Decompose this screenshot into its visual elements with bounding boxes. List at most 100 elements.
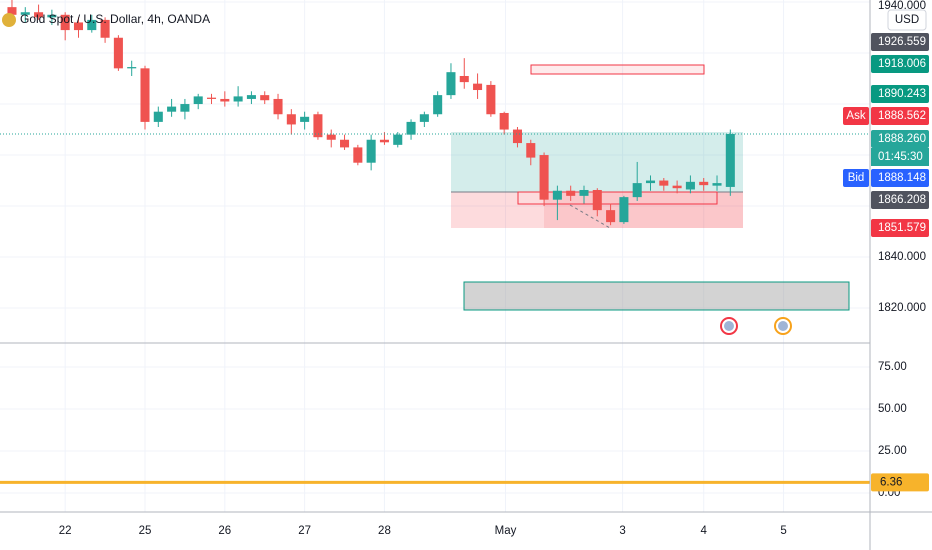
price-marker-label: 1888.148 <box>878 172 926 184</box>
price-marker-label: 1890.243 <box>878 88 926 100</box>
price-marker-label: 1918.006 <box>878 58 926 70</box>
candle-body <box>153 111 163 122</box>
candle-body <box>34 12 44 18</box>
candle-body <box>433 95 443 115</box>
candle-body <box>87 19 97 31</box>
candle-body <box>273 98 283 115</box>
candle-body <box>326 134 336 140</box>
candle-body <box>712 183 722 186</box>
candle-body <box>499 112 509 130</box>
countdown-bg <box>871 148 929 166</box>
candle-body <box>486 84 496 115</box>
price-marker <box>871 169 929 187</box>
candle-body <box>592 189 602 211</box>
event-icon <box>720 317 738 335</box>
candle-body <box>406 121 416 135</box>
candle-body <box>539 155 549 200</box>
candle-body <box>579 189 589 196</box>
candle-body <box>446 72 456 96</box>
candle-body <box>512 129 522 144</box>
candle-body <box>725 133 735 187</box>
candle-body <box>140 68 150 122</box>
candle-body <box>393 134 403 145</box>
x-tick-label: 5 <box>780 525 786 537</box>
price-marker <box>871 85 929 103</box>
currency: USD <box>895 14 919 26</box>
price-tag-label: Bid <box>848 172 865 184</box>
price-marker-label: 1926.559 <box>878 36 926 48</box>
candle-body <box>606 210 616 223</box>
price-marker-label: 1888.260 <box>878 133 926 145</box>
price-marker <box>871 55 929 73</box>
candle-body <box>473 83 483 91</box>
y-tick-label: 1940.000 <box>878 0 926 12</box>
y-tick-label: 50.00 <box>878 403 907 415</box>
y-tick-label: 1820.000 <box>878 302 926 314</box>
candle-body <box>246 95 256 99</box>
candle-body <box>419 114 429 122</box>
candle-body <box>73 22 84 31</box>
candle-body <box>645 180 656 184</box>
candle-body <box>220 98 230 102</box>
candle-body <box>233 96 243 102</box>
candle-body <box>206 97 217 99</box>
candle-body <box>632 183 642 198</box>
candle-body <box>260 95 270 101</box>
x-tick-label: 27 <box>298 525 311 537</box>
candle-body <box>685 181 695 190</box>
event-icon <box>774 317 792 335</box>
candle-body <box>699 181 709 186</box>
candle-body <box>20 12 30 15</box>
symbol-icon <box>2 13 16 27</box>
price-tag <box>843 107 869 125</box>
candle-body <box>60 14 70 31</box>
price-marker <box>871 191 929 209</box>
candle-body <box>526 143 536 158</box>
candle-body <box>127 67 137 69</box>
candle-body <box>566 190 576 196</box>
candle-body <box>300 116 310 122</box>
y-tick-label: 75.00 <box>878 361 907 373</box>
candle-body <box>379 139 389 143</box>
price-marker-label: 1866.208 <box>878 194 926 206</box>
candle-body <box>340 139 350 148</box>
candle-body <box>353 147 363 163</box>
candle-body <box>193 96 203 105</box>
support-box <box>463 281 850 311</box>
x-tick-label: May <box>495 525 517 537</box>
price-marker <box>871 107 929 125</box>
indicator-marker-label: 6.36 <box>880 476 902 488</box>
candle-body <box>180 104 190 112</box>
price-marker <box>871 33 929 51</box>
x-tick-label: 28 <box>378 525 391 537</box>
x-tick-label: 4 <box>701 525 708 537</box>
candle-body <box>552 190 562 200</box>
currency-badge <box>887 9 927 31</box>
candle-body <box>313 114 323 138</box>
loss-fill <box>544 192 743 228</box>
candle-body <box>7 7 17 15</box>
price-marker-label: 1888.562 <box>878 110 926 122</box>
candle-body <box>366 139 376 163</box>
x-tick-label: 22 <box>59 525 72 537</box>
indicator-marker <box>871 473 929 492</box>
range-box <box>517 191 718 205</box>
x-tick-label: 26 <box>218 525 231 537</box>
price-tag <box>843 169 869 187</box>
y-tick-label: 1840.000 <box>878 251 926 263</box>
candle-body <box>113 37 123 69</box>
candle-body <box>286 114 296 125</box>
chart-title: Gold Spot / U.S. Dollar, 4h, OANDA <box>20 12 210 26</box>
price-marker-label: 1851.579 <box>878 222 926 234</box>
resistance-box <box>530 64 705 75</box>
price-marker <box>871 130 929 148</box>
candle-body <box>167 106 177 112</box>
candle-body <box>672 185 682 189</box>
candle-body <box>47 14 57 18</box>
candle-body <box>659 180 669 186</box>
candle-body <box>100 19 110 38</box>
y-tick-label: 25.00 <box>878 445 907 457</box>
x-tick-label: 3 <box>619 525 625 537</box>
